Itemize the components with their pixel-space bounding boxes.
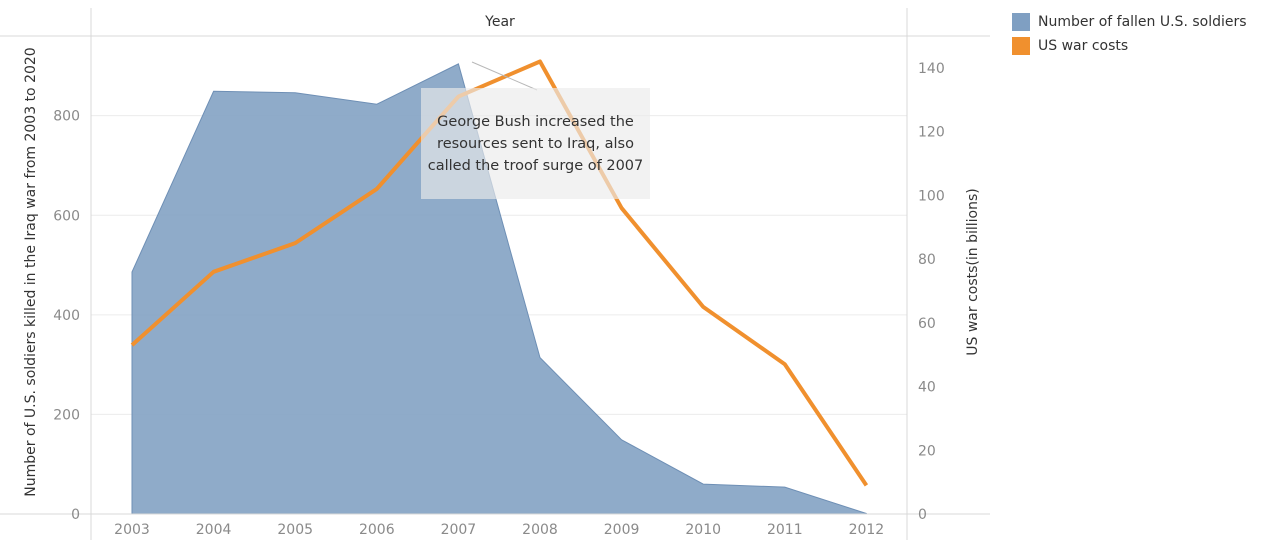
x-tick-label: 2004: [196, 522, 232, 538]
legend: Number of fallen U.S. soldiers US war co…: [1012, 10, 1247, 58]
right-tick-label: 80: [918, 252, 936, 268]
x-tick-label: 2005: [277, 522, 313, 538]
left-tick-label: 0: [71, 507, 80, 523]
chart-frame: [0, 8, 990, 540]
legend-swatch-war-costs: [1012, 37, 1030, 55]
x-tick-label: 2003: [114, 522, 150, 538]
war-costs-line[interactable]: [130, 59, 869, 487]
x-tick-label: 2012: [849, 522, 885, 538]
x-tick-label: 2008: [522, 522, 558, 538]
right-tick-label: 20: [918, 443, 936, 459]
x-tick-label: 2011: [767, 522, 803, 538]
x-tick-label: 2006: [359, 522, 395, 538]
right-tick-label: 40: [918, 380, 936, 396]
left-axis-title: Number of U.S. soldiers killed in the Ir…: [23, 47, 39, 496]
legend-item-war-costs[interactable]: US war costs: [1012, 34, 1247, 58]
left-tick-label: 600: [53, 208, 80, 224]
right-axis-title: US war costs(in billions): [965, 188, 981, 355]
right-tick-label: 0: [918, 507, 927, 523]
right-tick-label: 140: [918, 61, 945, 77]
left-tick-label: 400: [53, 308, 80, 324]
right-tick-label: 60: [918, 316, 936, 332]
x-axis-ticks: 2003 2004 2005 2006 2007 2008 2009 2010 2011 2012: [114, 522, 884, 538]
chart-title: Year: [484, 14, 515, 30]
right-tick-label: 120: [918, 125, 945, 141]
left-tick-label: 800: [53, 109, 80, 125]
x-tick-label: 2010: [685, 522, 721, 538]
annotation-box: George Bush increased the resources sent…: [421, 88, 650, 199]
legend-swatch-fallen-soldiers: [1012, 13, 1030, 31]
annotation-text: George Bush increased the resources sent…: [427, 113, 644, 174]
right-tick-label: 100: [918, 188, 945, 204]
legend-label-war-costs: US war costs: [1038, 38, 1129, 54]
annotation-leader-line: [471, 61, 538, 91]
x-tick-label: 2007: [441, 522, 477, 538]
legend-label-fallen-soldiers: Number of fallen U.S. soldiers: [1038, 14, 1247, 30]
left-tick-label: 200: [53, 407, 80, 423]
legend-item-fallen-soldiers[interactable]: Number of fallen U.S. soldiers: [1012, 10, 1247, 34]
left-axis-ticks: 0 200 400 600 800: [53, 109, 80, 523]
x-tick-label: 2009: [604, 522, 640, 538]
right-axis-ticks: 0 20 40 60 80 100 120 140: [918, 61, 945, 523]
war-costs-line-layer: [130, 59, 869, 487]
